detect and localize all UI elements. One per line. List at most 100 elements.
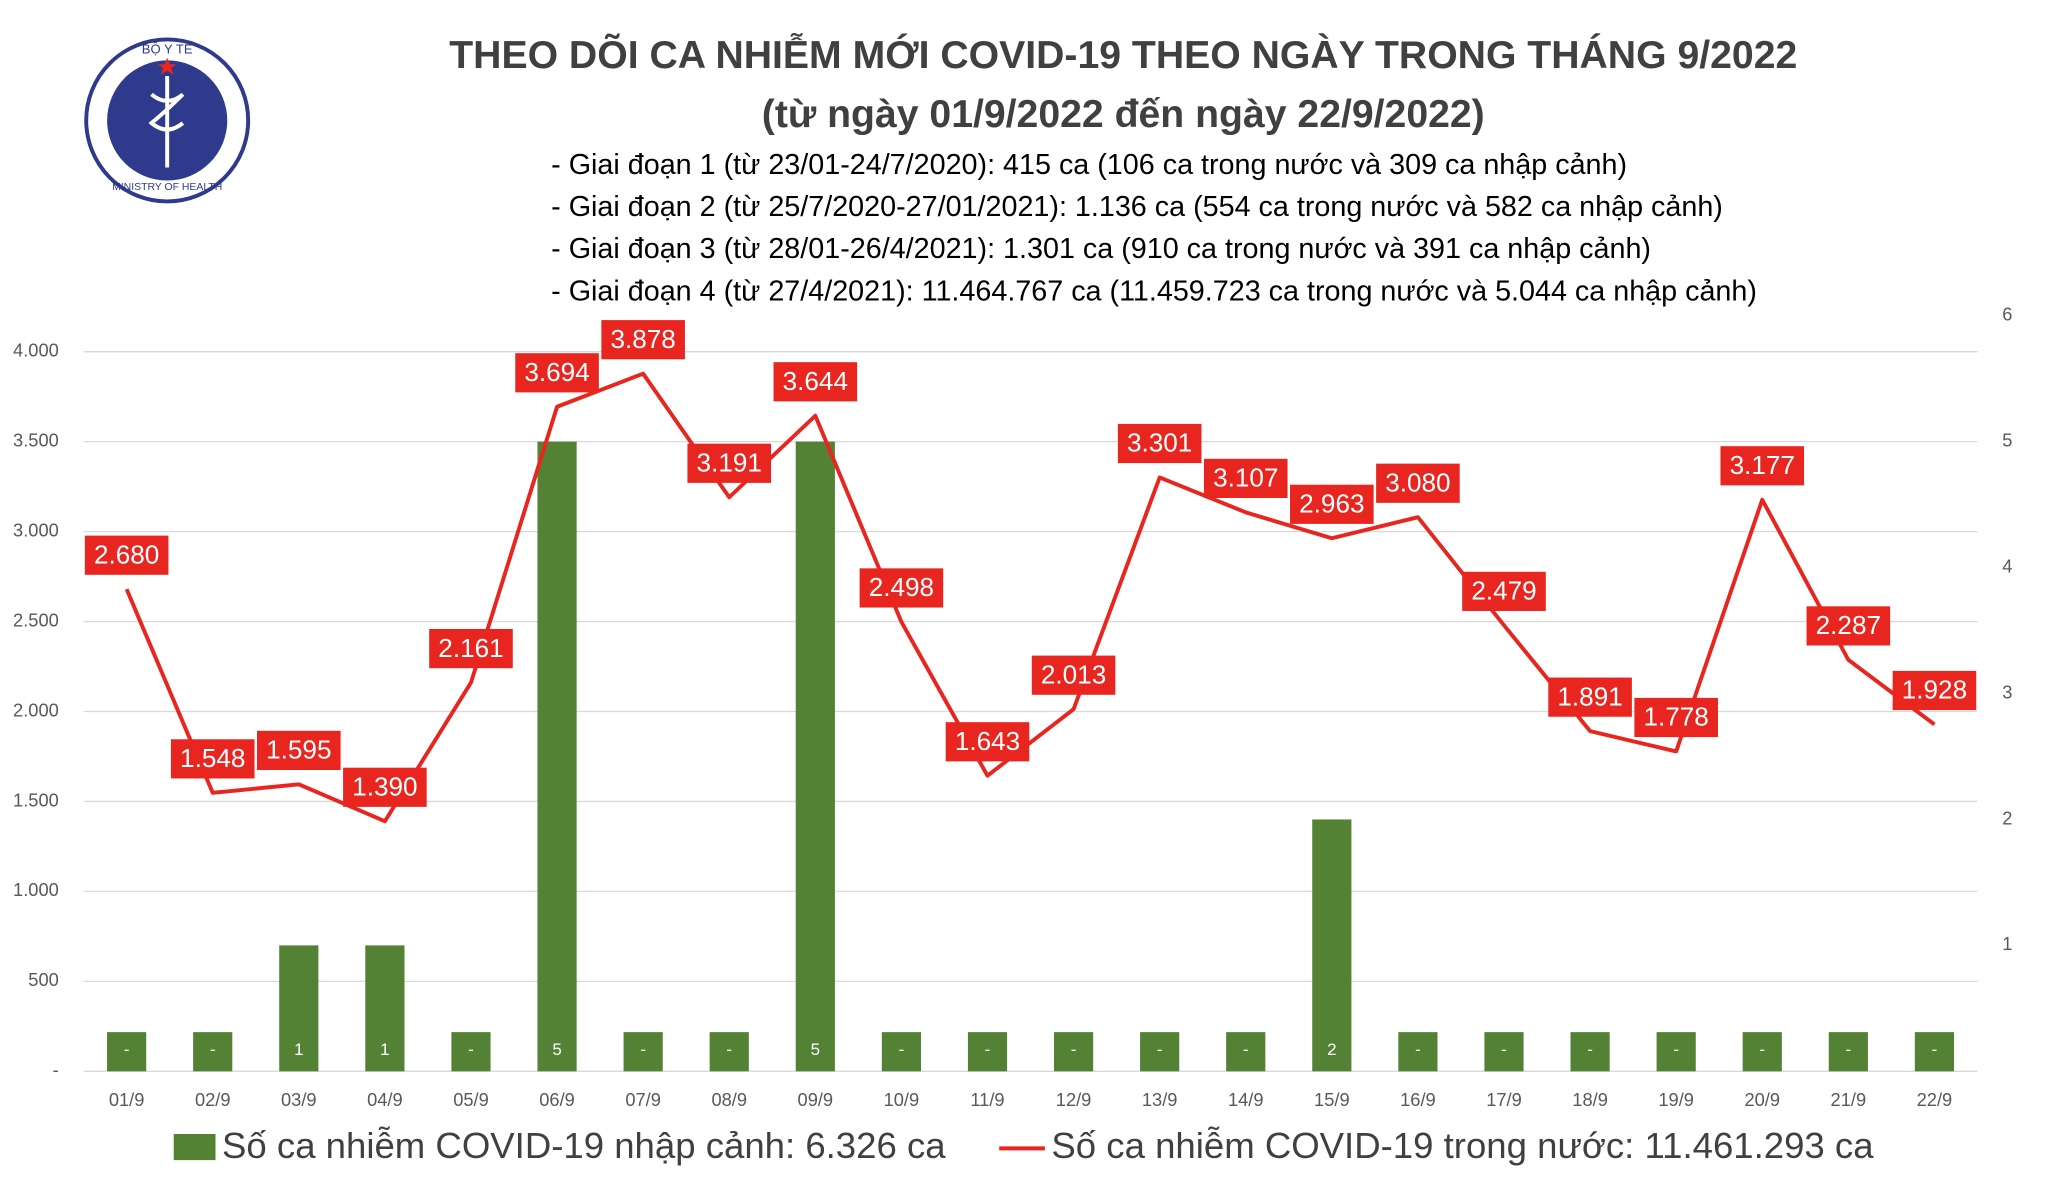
- value-label: 1.643: [955, 726, 1020, 756]
- y2-tick-label: 4: [2002, 555, 2012, 576]
- bar: [1656, 1032, 1696, 1072]
- bar-label: 1: [380, 1040, 389, 1059]
- value-label-box: [1031, 655, 1116, 695]
- value-label-box: [515, 353, 599, 393]
- value-label: 3.878: [610, 324, 675, 354]
- value-label: 2.680: [94, 539, 159, 569]
- bar-label: -: [1673, 1040, 1679, 1059]
- x-tick-label: 20/9: [1744, 1089, 1780, 1110]
- x-tick-label: 10/9: [884, 1089, 920, 1110]
- bar: [1312, 819, 1352, 1072]
- y-tick-label: 2.000: [13, 699, 59, 720]
- value-label-box: [1376, 463, 1460, 503]
- bar: [1828, 1032, 1868, 1072]
- bar: [107, 1032, 147, 1072]
- x-tick-label: 13/9: [1142, 1089, 1178, 1110]
- value-label: 2.963: [1299, 489, 1364, 519]
- x-tick-label: 19/9: [1658, 1089, 1694, 1110]
- bar-label: -: [1501, 1040, 1507, 1059]
- y-tick-label: 1.500: [13, 789, 59, 810]
- value-label: 2.161: [438, 633, 503, 663]
- bar: [193, 1032, 233, 1072]
- value-label: 3.644: [783, 366, 848, 396]
- bar: [1398, 1032, 1438, 1072]
- bar-label: -: [1932, 1040, 1938, 1059]
- note: - Giai đoạn 2 (từ 25/7/2020-27/01/2021):…: [551, 191, 1723, 223]
- value-label: 2.479: [1471, 576, 1536, 606]
- bar-label: -: [1846, 1040, 1852, 1059]
- value-label-box: [1806, 606, 1891, 646]
- value-label: 1.778: [1643, 702, 1708, 732]
- bar: [1484, 1032, 1524, 1072]
- value-label-box: [84, 535, 169, 575]
- logo-bottom: MINISTRY OF HEALTH: [112, 182, 222, 193]
- bar: [967, 1032, 1008, 1072]
- value-label: 3.301: [1127, 428, 1192, 458]
- x-tick-label: 14/9: [1228, 1089, 1264, 1110]
- bar-label: 1: [294, 1040, 303, 1059]
- y2-tick-label: 3: [2002, 681, 2012, 702]
- line: [124, 371, 1936, 824]
- value-label: 1.928: [1902, 675, 1967, 705]
- y-tick-label: 3.000: [13, 519, 59, 540]
- bar-label: -: [1759, 1040, 1765, 1059]
- value-label-box: [1462, 571, 1546, 611]
- value-label: 2.498: [869, 572, 934, 602]
- bar: [1140, 1032, 1180, 1072]
- value-label: 3.191: [697, 447, 762, 477]
- value-label-box: [170, 739, 255, 779]
- bar-label: -: [1071, 1040, 1077, 1059]
- x-tick-label: 11/9: [970, 1089, 1004, 1110]
- x-tick-label: 18/9: [1572, 1089, 1608, 1110]
- value-label-box: [945, 722, 1030, 762]
- logo-top: BỘ Y TẾ: [142, 41, 193, 56]
- value-label-box: [859, 568, 944, 608]
- x-tick-label: 12/9: [1056, 1089, 1092, 1110]
- x-tick-label: 08/9: [711, 1089, 747, 1110]
- y-tick-label: 500: [28, 969, 58, 990]
- bar-label: -: [1157, 1040, 1163, 1059]
- value-label: 3.107: [1213, 463, 1278, 493]
- y2-tick-label: 6: [2002, 304, 2012, 325]
- y-tick-label: 2.500: [13, 609, 59, 630]
- value-label: 3.080: [1385, 467, 1450, 497]
- logo: BỘ Y TẾ MINISTRY OF HEALTH: [84, 37, 251, 204]
- value-label: 1.891: [1557, 681, 1622, 711]
- value-label: 3.177: [1730, 450, 1795, 480]
- legend-swatch: [173, 1134, 216, 1161]
- bar-label: 5: [552, 1040, 561, 1059]
- y-tick-label: 1.000: [13, 879, 59, 900]
- bar-label: 5: [811, 1040, 820, 1059]
- bar-label: -: [210, 1040, 216, 1059]
- bar: [1053, 1032, 1094, 1072]
- bar: [623, 1032, 663, 1072]
- bar: [451, 1032, 491, 1072]
- x-tick-label: 17/9: [1486, 1089, 1522, 1110]
- value-label: 2.287: [1816, 610, 1881, 640]
- value-label-box: [1290, 484, 1374, 524]
- bar: [1226, 1032, 1266, 1072]
- x-tick-label: 09/9: [798, 1089, 834, 1110]
- x-tick-label: 01/9: [109, 1089, 145, 1110]
- bar-label: -: [124, 1040, 130, 1059]
- bar: [881, 1032, 921, 1072]
- x-tick-label: 07/9: [625, 1089, 661, 1110]
- y-tick-label: 4.000: [13, 340, 59, 361]
- bar: [709, 1032, 749, 1072]
- bar-label: -: [1587, 1040, 1593, 1059]
- bar: [1914, 1032, 1955, 1072]
- chart-subtitle: (từ ngày 01/9/2022 đến ngày 22/9/2022): [762, 93, 1485, 136]
- value-label: 3.694: [524, 357, 589, 387]
- legend-label: Số ca nhiễm COVID-19 trong nước: 11.461.…: [1051, 1125, 1874, 1166]
- bar: [795, 441, 835, 1072]
- value-label-box: [343, 767, 427, 807]
- bar-label: -: [1243, 1040, 1249, 1059]
- x-tick-label: 06/9: [539, 1089, 575, 1110]
- x-tick-label: 05/9: [453, 1089, 489, 1110]
- value-label-box: [1634, 697, 1718, 738]
- value-label-box: [1117, 423, 1202, 464]
- y2-tick-label: 5: [2002, 429, 2012, 450]
- bar-label: -: [899, 1040, 905, 1059]
- value-label-box: [429, 628, 513, 669]
- x-tick-label: 04/9: [367, 1089, 403, 1110]
